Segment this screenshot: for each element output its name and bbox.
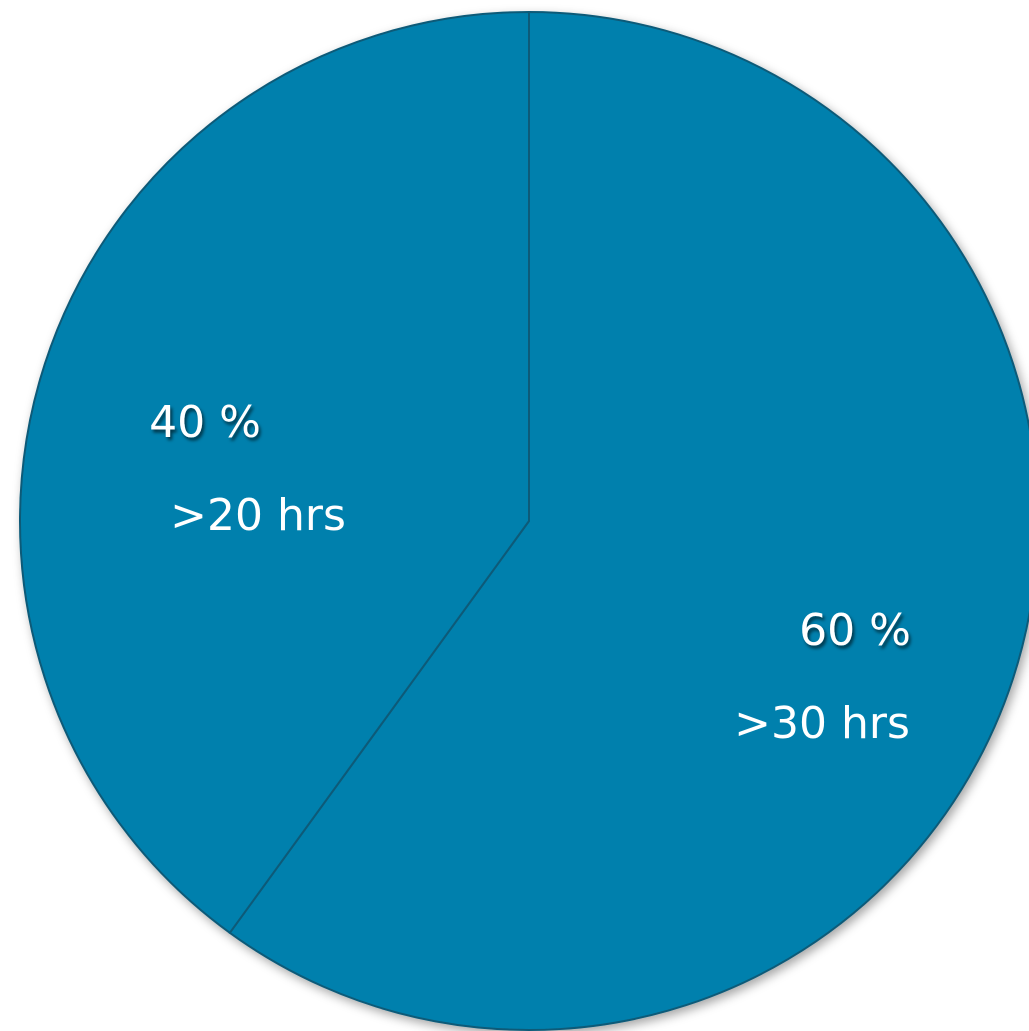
pie-slice-20-hrs <box>19 10 530 935</box>
pie-slices <box>19 10 1029 1031</box>
slice-category-label: >20 hrs <box>170 490 346 541</box>
slice-percent-label: 40 % <box>149 397 261 448</box>
pie-slice-30-hrs <box>228 10 1029 1031</box>
slice-percent-label: 60 % <box>799 605 911 656</box>
slice-category-label: >30 hrs <box>734 698 910 749</box>
pie-labels: 60 % >30 hrs 40 % >20 hrs <box>149 397 911 749</box>
